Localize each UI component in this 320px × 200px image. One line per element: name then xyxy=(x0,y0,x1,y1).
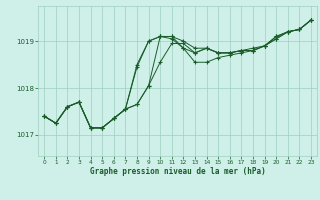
X-axis label: Graphe pression niveau de la mer (hPa): Graphe pression niveau de la mer (hPa) xyxy=(90,167,266,176)
